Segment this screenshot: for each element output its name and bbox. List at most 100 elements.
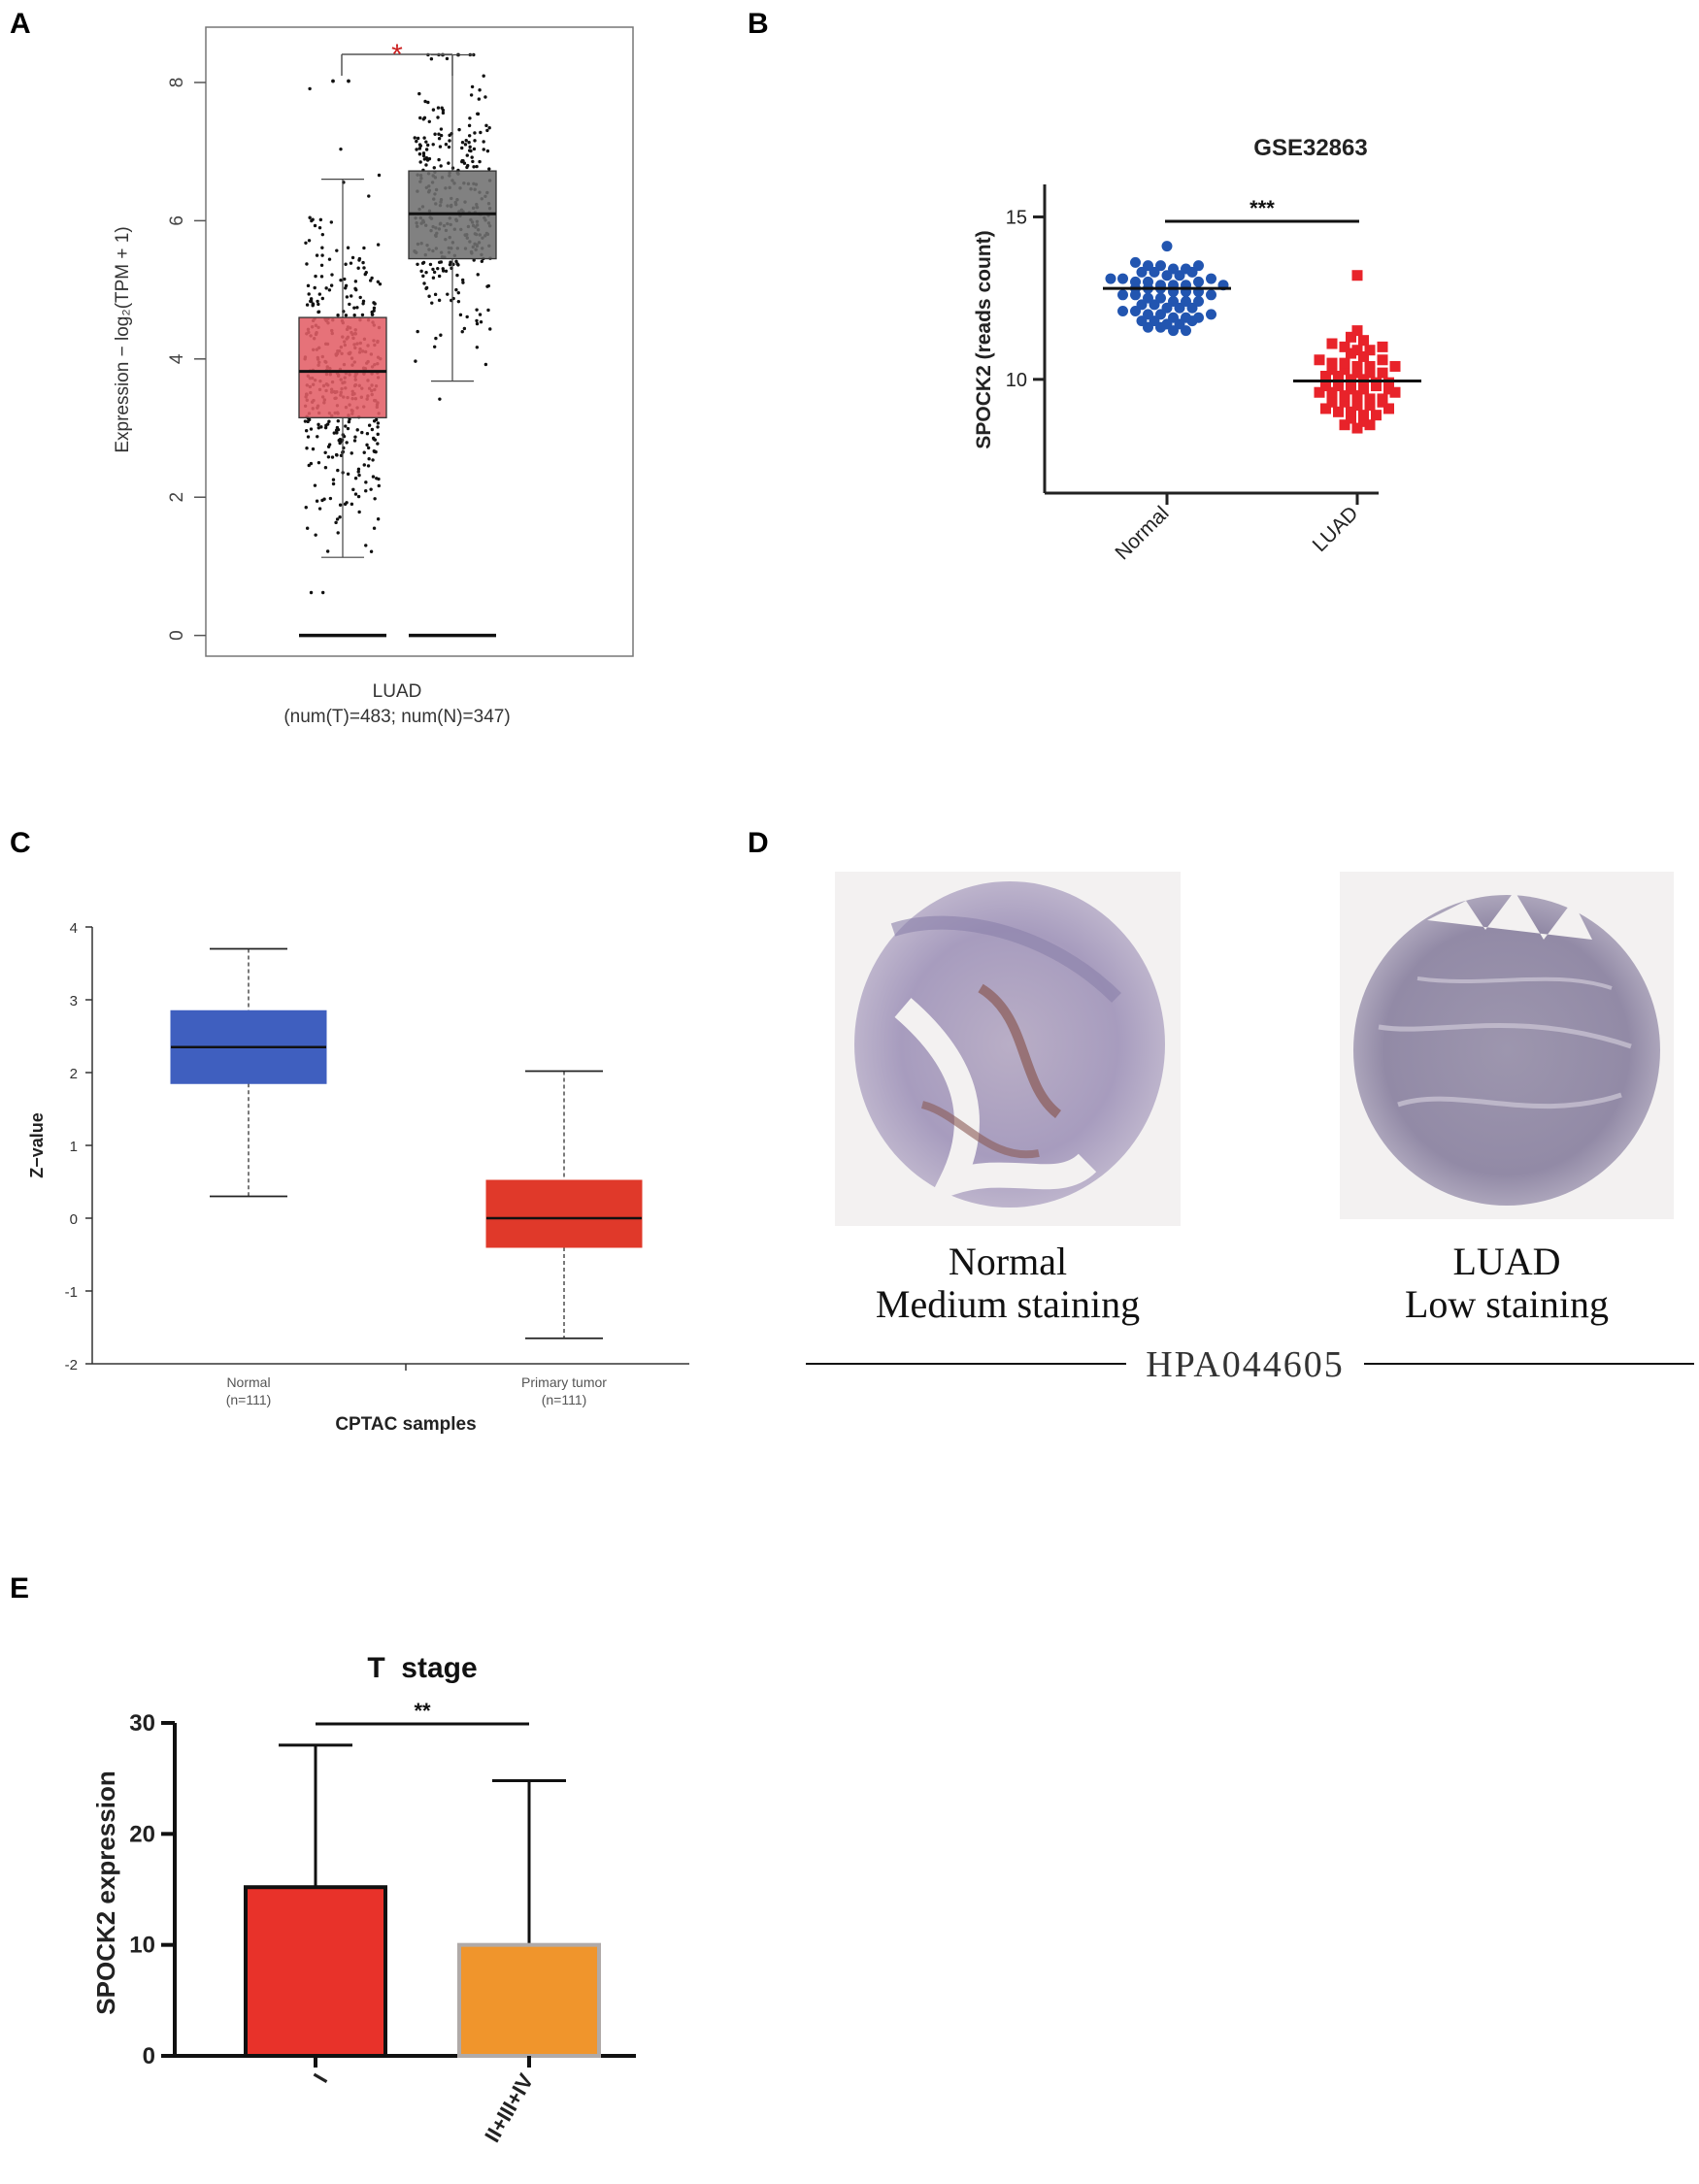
panel-a-point — [350, 502, 354, 507]
panel-a-point — [331, 79, 335, 83]
panel-a-point — [447, 145, 451, 149]
panel-a-point — [470, 84, 475, 89]
panel-a-point — [456, 290, 460, 295]
panel-b-point-luad — [1326, 357, 1338, 369]
panel-b-point-luad — [1377, 354, 1388, 366]
panel-b-point-luad — [1346, 383, 1356, 395]
panel-a-point — [476, 112, 480, 116]
panel-b-point-normal — [1181, 296, 1191, 308]
panel-a-point — [468, 116, 472, 120]
panel-a-point — [349, 261, 353, 265]
panel-b-point-luad — [1339, 341, 1350, 352]
panel-a-point — [423, 99, 427, 104]
panel-a-point — [364, 271, 368, 275]
panel-a-point — [307, 239, 312, 243]
panel-a-point — [316, 422, 320, 427]
panel-b-xtick-luad: LUAD — [1309, 502, 1363, 556]
panel-c-ytick-label: 4 — [70, 920, 78, 937]
panel-a-point — [465, 153, 469, 157]
panel-b-point-luad — [1333, 381, 1344, 392]
panel-b-point-luad — [1320, 403, 1331, 414]
panel-a-point — [429, 57, 434, 61]
panel-a-ylabel: Expression − log₂(TPM + 1) — [113, 226, 133, 452]
panel-b-point-luad — [1358, 335, 1369, 347]
panel-a-point — [424, 140, 428, 144]
panel-b-point-luad — [1339, 357, 1350, 369]
panel-a-point — [323, 425, 328, 430]
panel-b-point-luad — [1351, 367, 1363, 379]
panel-e-bar-stage-ii-iv — [457, 1942, 601, 2058]
panel-a-point — [439, 133, 444, 138]
panel-a-point — [355, 306, 359, 310]
panel-a-point — [356, 494, 361, 499]
panel-a-point — [353, 435, 357, 439]
panel-a-point — [378, 281, 383, 286]
panel-b-point-luad — [1320, 381, 1331, 392]
panel-a-point — [313, 223, 317, 228]
normal-staining-label: Medium staining — [875, 1282, 1141, 1326]
panel-a-point — [320, 232, 325, 237]
panel-b-point-luad — [1314, 386, 1325, 398]
panel-letter-e: E — [10, 1572, 30, 1605]
panel-a-point — [444, 143, 449, 147]
panel-a-ytick-label: 6 — [167, 215, 187, 226]
panel-a-point — [306, 435, 311, 439]
panel-a-point — [427, 156, 432, 161]
panel-a-point — [336, 314, 340, 317]
panel-a-point — [417, 91, 421, 96]
panel-a-point — [346, 246, 350, 249]
panel-a-point — [471, 159, 475, 164]
panel-a-point — [314, 533, 317, 537]
panel-a-point — [416, 136, 420, 141]
panel-a-point — [467, 134, 472, 138]
panel-a-point — [338, 515, 342, 519]
panel-a-point — [313, 483, 317, 487]
panel-a-point — [367, 194, 371, 198]
panel-a-point — [335, 453, 339, 457]
panel-d-tissue-normal — [835, 872, 1181, 1226]
panel-b-point-luad — [1358, 374, 1369, 385]
panel-a-point — [448, 133, 451, 138]
normal-tissue-stain — [978, 983, 1062, 1118]
panel-a-xlabel: LUAD — [373, 681, 422, 702]
panel-a-point — [436, 266, 440, 271]
panel-a-point — [369, 487, 373, 491]
panel-b-point-luad — [1346, 347, 1356, 359]
panel-b-point-luad — [1383, 403, 1394, 414]
panel-a-point — [334, 520, 338, 525]
panel-b-point-normal — [1155, 260, 1166, 272]
panel-a-point — [418, 160, 422, 164]
panel-c-xtick-normal-n: (n=111) — [226, 1392, 272, 1407]
panel-a-point — [414, 359, 417, 363]
luad-label: LUAD — [1452, 1240, 1561, 1283]
panel-d-tissue-luad — [1340, 872, 1674, 1219]
panel-a-point — [462, 326, 467, 331]
panel-a-point — [339, 453, 344, 457]
panel-b-point-luad — [1351, 270, 1363, 281]
panel-a-point — [479, 130, 483, 135]
panel-a-point — [364, 489, 368, 493]
panel-b-point-normal — [1181, 263, 1191, 275]
panel-b-point-luad — [1326, 386, 1338, 398]
panel-a-point — [307, 417, 312, 422]
panel-a-point — [460, 278, 465, 282]
panel-b-point-normal — [1168, 263, 1179, 275]
panel-e-xtick-1: I — [309, 2069, 333, 2087]
panel-a-point — [421, 153, 426, 158]
panel-b-point-normal — [1117, 273, 1128, 284]
panel-e-ytick-label: 0 — [143, 2043, 155, 2069]
panel-b-point-luad — [1371, 410, 1382, 421]
panel-b-point-luad — [1339, 364, 1350, 376]
panel-a-point — [327, 419, 331, 423]
panel-a-point — [364, 544, 368, 547]
panel-a-point — [357, 510, 361, 514]
panel-b-point-luad — [1351, 390, 1363, 402]
panel-a-point — [365, 443, 369, 447]
panel-a-point — [322, 497, 326, 501]
panel-a-point — [370, 427, 375, 432]
panel-a-point — [464, 139, 468, 143]
panel-a-point — [461, 159, 465, 163]
panel-a-point — [320, 296, 325, 301]
panel-a-point — [470, 155, 474, 159]
panel-b-point-luad — [1364, 367, 1376, 379]
